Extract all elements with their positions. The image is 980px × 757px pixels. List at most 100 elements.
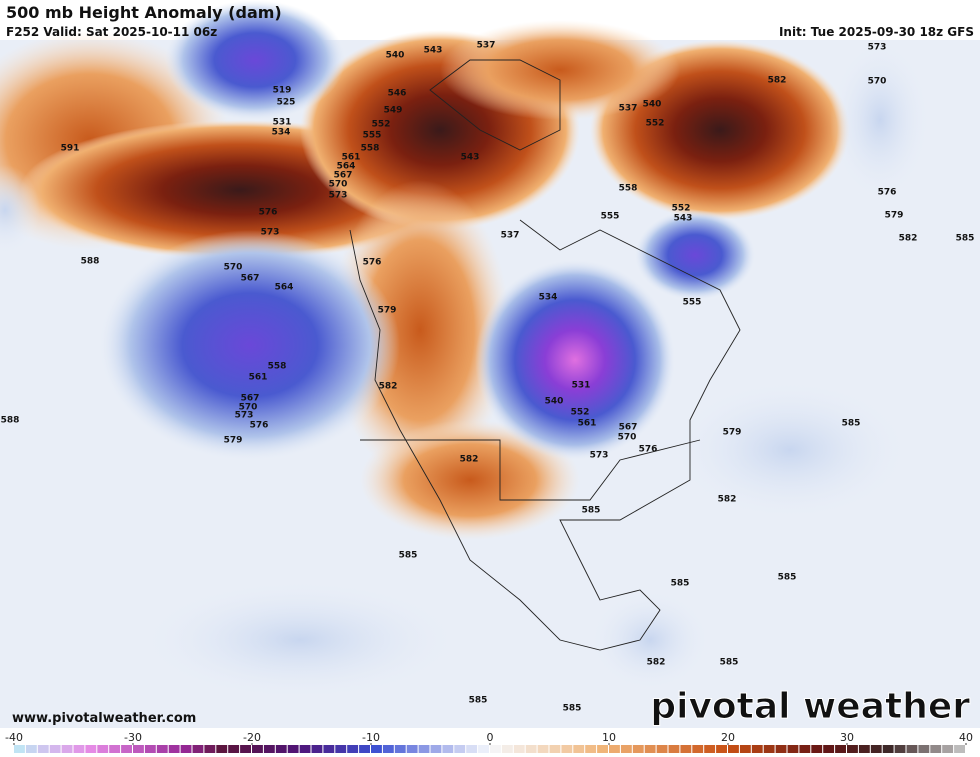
colorbar-cell (228, 745, 240, 753)
colorbar-cell (954, 745, 965, 753)
contour-label: 543 (424, 46, 443, 56)
contour-label: 573 (590, 451, 609, 461)
contour-label: 561 (249, 373, 268, 383)
colorbar-cell (216, 745, 228, 753)
colorbar-tick-label: 10 (602, 731, 616, 744)
colorbar-tick-label: 20 (721, 731, 735, 744)
coastlines (349, 59, 741, 651)
colorbar-cell (335, 745, 347, 753)
colorbar-cell (525, 745, 537, 753)
contour-label: 537 (501, 231, 520, 241)
colorbar-cell (275, 745, 287, 753)
contour-label: 531 (572, 381, 591, 391)
colorbar-cell (156, 745, 168, 753)
contour-label: 561 (578, 419, 597, 429)
source-url: www.pivotalweather.com (12, 711, 196, 726)
contour-label: 564 (275, 283, 294, 293)
colorbar-cell (930, 745, 942, 753)
colorbar-cell (751, 745, 763, 753)
contour-label: 585 (563, 704, 582, 714)
colorbar-cell (847, 745, 858, 753)
contour-label: 570 (868, 77, 887, 87)
colorbar-cell (787, 745, 799, 753)
contour-label: 576 (878, 188, 897, 198)
colorbar-cell (513, 745, 525, 753)
colorbar-cell (823, 745, 835, 753)
contour-label: 591 (61, 144, 80, 154)
colorbar-cell (942, 745, 954, 753)
colorbar-cell (49, 745, 61, 753)
colorbar-cell (442, 745, 454, 753)
colorbar-cell (728, 745, 739, 753)
colorbar-cell (561, 745, 573, 753)
contour-label: 585 (671, 579, 690, 589)
contour-label: 555 (601, 212, 620, 222)
colorbar-tick-label: 30 (840, 731, 854, 744)
colorbar-cell (668, 745, 680, 753)
colorbar-cell (121, 745, 132, 753)
colorbar-cell (394, 745, 406, 753)
colorbar-cell (144, 745, 156, 753)
colorbar-cell (14, 745, 25, 753)
contour-label: 537 (619, 104, 638, 114)
colorbar: -40 -30 -20 -10 0 10 20 30 40 (5, 731, 973, 753)
colorbar-cell (109, 745, 121, 753)
colorbar-cell (656, 745, 668, 753)
colorbar-cell (620, 745, 632, 753)
colorbar-cell (870, 745, 882, 753)
colorbar-cell (287, 745, 299, 753)
colorbar-cell (347, 745, 359, 753)
contour-label: 570 (618, 433, 637, 443)
anomaly-shading (0, 0, 930, 700)
colorbar-cell (775, 745, 787, 753)
contour-label: 552 (372, 120, 391, 130)
contour-label: 549 (384, 106, 403, 116)
contour-label: 546 (388, 89, 407, 99)
colorbar-cell (133, 745, 144, 753)
contour-label: 576 (250, 421, 269, 431)
colorbar-cell (180, 745, 192, 753)
contour-label: 534 (272, 128, 291, 138)
colorbar-cell (371, 745, 382, 753)
contour-label: 552 (672, 204, 691, 214)
contour-label: 558 (361, 144, 380, 154)
colorbar-cell (168, 745, 180, 753)
colorbar-cell (597, 745, 608, 753)
colorbar-cell (382, 745, 394, 753)
contour-label: 552 (571, 408, 590, 418)
watermark: pivotal weather (650, 686, 970, 727)
contour-label: 585 (956, 234, 975, 244)
contour-label: 567 (241, 274, 260, 284)
contour-label: 582 (718, 495, 737, 505)
colorbar-cell (739, 745, 751, 753)
contour-label: 552 (646, 119, 665, 129)
contour-label: 570 (224, 263, 243, 273)
contour-label: 582 (647, 658, 666, 668)
colorbar-cell (311, 745, 323, 753)
colorbar-cell (835, 745, 846, 753)
contour-label: 573 (329, 191, 348, 201)
colorbar-cell (894, 745, 906, 753)
colorbar-cell (359, 745, 370, 753)
contour-label: 567 (619, 423, 638, 433)
contour-label: 555 (363, 131, 382, 141)
colorbar-tick-label: -20 (243, 731, 261, 744)
contour-label: 588 (1, 416, 20, 426)
contour-label: 531 (273, 118, 292, 128)
colorbar-cell (406, 745, 418, 753)
colorbar-cell (609, 745, 620, 753)
contour-label: 537 (477, 41, 496, 51)
contour-label: 543 (461, 153, 480, 163)
contour-label: 585 (582, 506, 601, 516)
contour-label: 579 (723, 428, 742, 438)
colorbar-cell (692, 745, 704, 753)
colorbar-cell (799, 745, 811, 753)
colorbar-cell (299, 745, 311, 753)
contour-label: 543 (674, 214, 693, 224)
contour-label: 570 (329, 180, 348, 190)
colorbar-cell (858, 745, 870, 753)
contour-label: 525 (277, 98, 296, 108)
contour-label: 582 (379, 382, 398, 392)
colorbar-cell (263, 745, 275, 753)
